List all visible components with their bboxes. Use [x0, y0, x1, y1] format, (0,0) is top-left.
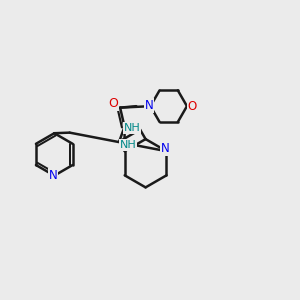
Text: N: N	[145, 99, 153, 112]
Text: N: N	[160, 142, 169, 155]
Text: O: O	[108, 97, 118, 110]
Text: N: N	[49, 169, 57, 182]
Text: NH: NH	[120, 140, 136, 150]
Text: O: O	[188, 100, 197, 113]
Text: NH: NH	[124, 123, 140, 133]
